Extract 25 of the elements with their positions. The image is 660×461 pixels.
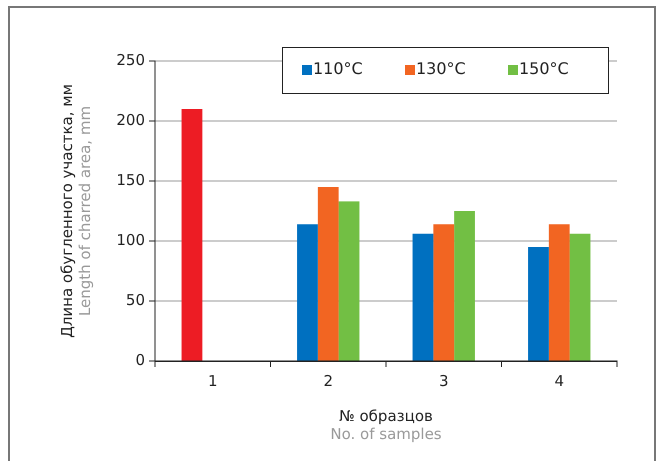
bar bbox=[297, 224, 318, 360]
bar bbox=[412, 234, 434, 360]
legend-label: 110°C bbox=[313, 59, 363, 78]
y-tick-label: 200 bbox=[116, 110, 145, 129]
y-tick-label: 250 bbox=[116, 50, 145, 69]
bar bbox=[548, 224, 570, 360]
bar bbox=[528, 247, 549, 360]
y-tick-label: 100 bbox=[116, 230, 145, 249]
legend-label: 150°C bbox=[519, 59, 569, 78]
bar bbox=[433, 224, 454, 360]
bar bbox=[338, 201, 360, 360]
x-tick-label: 3 bbox=[438, 372, 449, 390]
x-axis-title: № образцов No. of samples bbox=[330, 406, 442, 443]
y-axis-title: Длина обугленного участка, мм Length of charred area, mm bbox=[58, 84, 94, 338]
y-tick-label: 0 bbox=[135, 350, 145, 369]
bar bbox=[570, 234, 590, 360]
x-tick-label: 1 bbox=[208, 372, 218, 390]
x-tick-label: 2 bbox=[323, 372, 334, 390]
y-tick-label: 50 bbox=[126, 290, 145, 309]
legend-label: 130°C bbox=[416, 59, 466, 78]
bar bbox=[318, 187, 339, 360]
y-tick-label: 150 bbox=[116, 170, 145, 189]
x-tick-label: 4 bbox=[554, 372, 564, 390]
bar bbox=[454, 211, 475, 360]
bar bbox=[182, 109, 202, 360]
